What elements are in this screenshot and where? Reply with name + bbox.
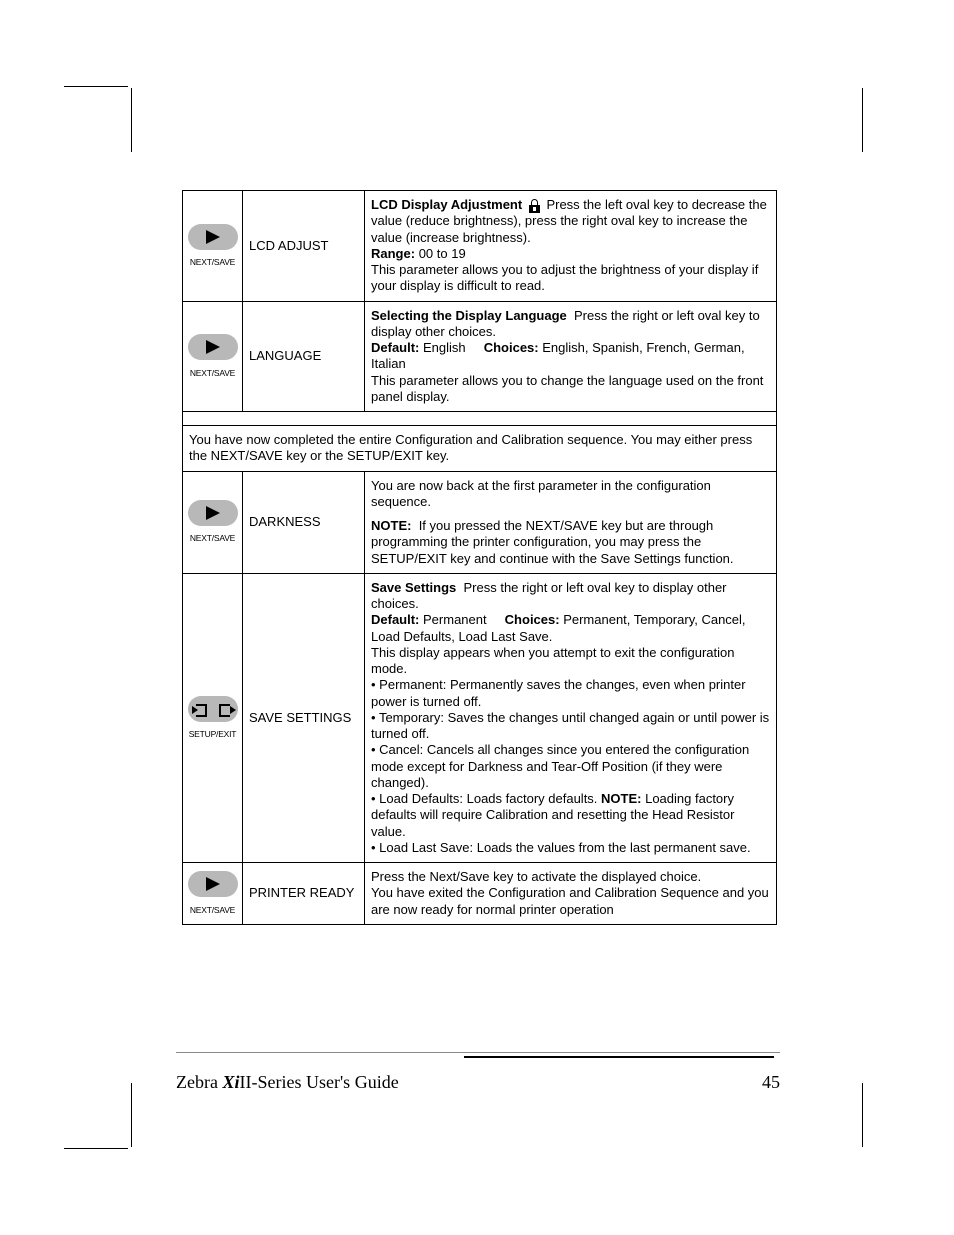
param-label: PRINTER READY [243,863,365,925]
param-body: Press the Next/Save key to activate the … [371,869,770,885]
button-cell: NEXT/SAVE [183,191,243,302]
param-description: LCD Display Adjustment Press the left ov… [365,191,777,302]
page-footer: Zebra XiII-Series User's Guide 45 [176,1072,780,1093]
gap-row [183,412,777,426]
play-icon [188,871,238,897]
note-label: NOTE: [601,791,641,806]
bullet-text: Temporary: Saves the changes until chang… [371,710,769,741]
table-row: SETUP/EXIT SAVE SETTINGS Save Settings P… [183,573,777,862]
param-label: LCD ADJUST [243,191,365,302]
range-value: 00 to 19 [419,246,466,261]
param-description: You are now back at the first parameter … [365,471,777,573]
completion-note: You have now completed the entire Config… [183,426,777,472]
default-value: English [423,340,466,355]
footer-text-suffix: II-Series User's Guide [239,1072,398,1092]
param-label: DARKNESS [243,471,365,573]
footer-rule [176,1052,780,1053]
button-cell: NEXT/SAVE [183,471,243,573]
button-caption: NEXT/SAVE [185,905,240,916]
table-row: NEXT/SAVE DARKNESS You are now back at t… [183,471,777,573]
play-icon [188,334,238,360]
button-caption: NEXT/SAVE [185,368,240,379]
param-label: LANGUAGE [243,301,365,412]
bullet-text: Permanent: Permanently saves the changes… [371,677,746,708]
page-number: 45 [762,1072,780,1093]
choices-label: Choices: [484,340,539,355]
bullet-text: Load Defaults: Loads factory defaults. [379,791,601,806]
play-icon [188,224,238,250]
button-caption: NEXT/SAVE [185,533,240,544]
bullet-text: Load Last Save: Loads the values from th… [379,840,750,855]
param-body: This display appears when you attempt to… [371,645,770,678]
button-caption: SETUP/EXIT [185,729,240,740]
footer-rule-accent [464,1056,774,1058]
bullet-item: • Cancel: Cancels all changes since you … [371,742,770,791]
default-label: Default: [371,612,419,627]
note-label: NOTE: [371,518,411,533]
button-cell: NEXT/SAVE [183,301,243,412]
param-body: This parameter allows you to adjust the … [371,262,770,295]
setup-exit-icon [188,696,238,722]
button-caption: NEXT/SAVE [185,257,240,268]
param-body: This parameter allows you to change the … [371,373,770,406]
bullet-item: • Load Defaults: Loads factory defaults.… [371,791,770,840]
play-icon [188,500,238,526]
range-label: Range: [371,246,415,261]
page-content: NEXT/SAVE LCD ADJUST LCD Display Adjustm… [182,190,776,925]
table-row: NEXT/SAVE PRINTER READY Press the Next/S… [183,863,777,925]
param-body: You are now back at the first parameter … [371,478,770,511]
lock-icon [528,199,541,213]
default-label: Default: [371,340,419,355]
bullet-item: • Load Last Save: Loads the values from … [371,840,770,856]
param-description: Save Settings Press the right or left ov… [365,573,777,862]
param-description: Selecting the Display Language Press the… [365,301,777,412]
button-cell: SETUP/EXIT [183,573,243,862]
param-description: Press the Next/Save key to activate the … [365,863,777,925]
default-value: Permanent [423,612,487,627]
param-body: You have exited the Configuration and Ca… [371,885,770,918]
button-cell: NEXT/SAVE [183,863,243,925]
bullet-item: • Permanent: Permanently saves the chang… [371,677,770,710]
footer-text-italic: Xi [222,1072,239,1092]
table-row: NEXT/SAVE LANGUAGE Selecting the Display… [183,301,777,412]
choices-label: Choices: [505,612,560,627]
note-body: If you pressed the NEXT/SAVE key but are… [371,518,734,566]
param-title: Selecting the Display Language [371,308,567,323]
param-label: SAVE SETTINGS [243,573,365,862]
note-row: You have now completed the entire Config… [183,426,777,472]
bullet-item: • Temporary: Saves the changes until cha… [371,710,770,743]
bullet-text: Cancel: Cancels all changes since you en… [371,742,749,790]
table-row: NEXT/SAVE LCD ADJUST LCD Display Adjustm… [183,191,777,302]
config-table: NEXT/SAVE LCD ADJUST LCD Display Adjustm… [182,190,777,925]
param-title: LCD Display Adjustment [371,197,522,212]
param-title: Save Settings [371,580,456,595]
footer-text-prefix: Zebra [176,1072,222,1092]
